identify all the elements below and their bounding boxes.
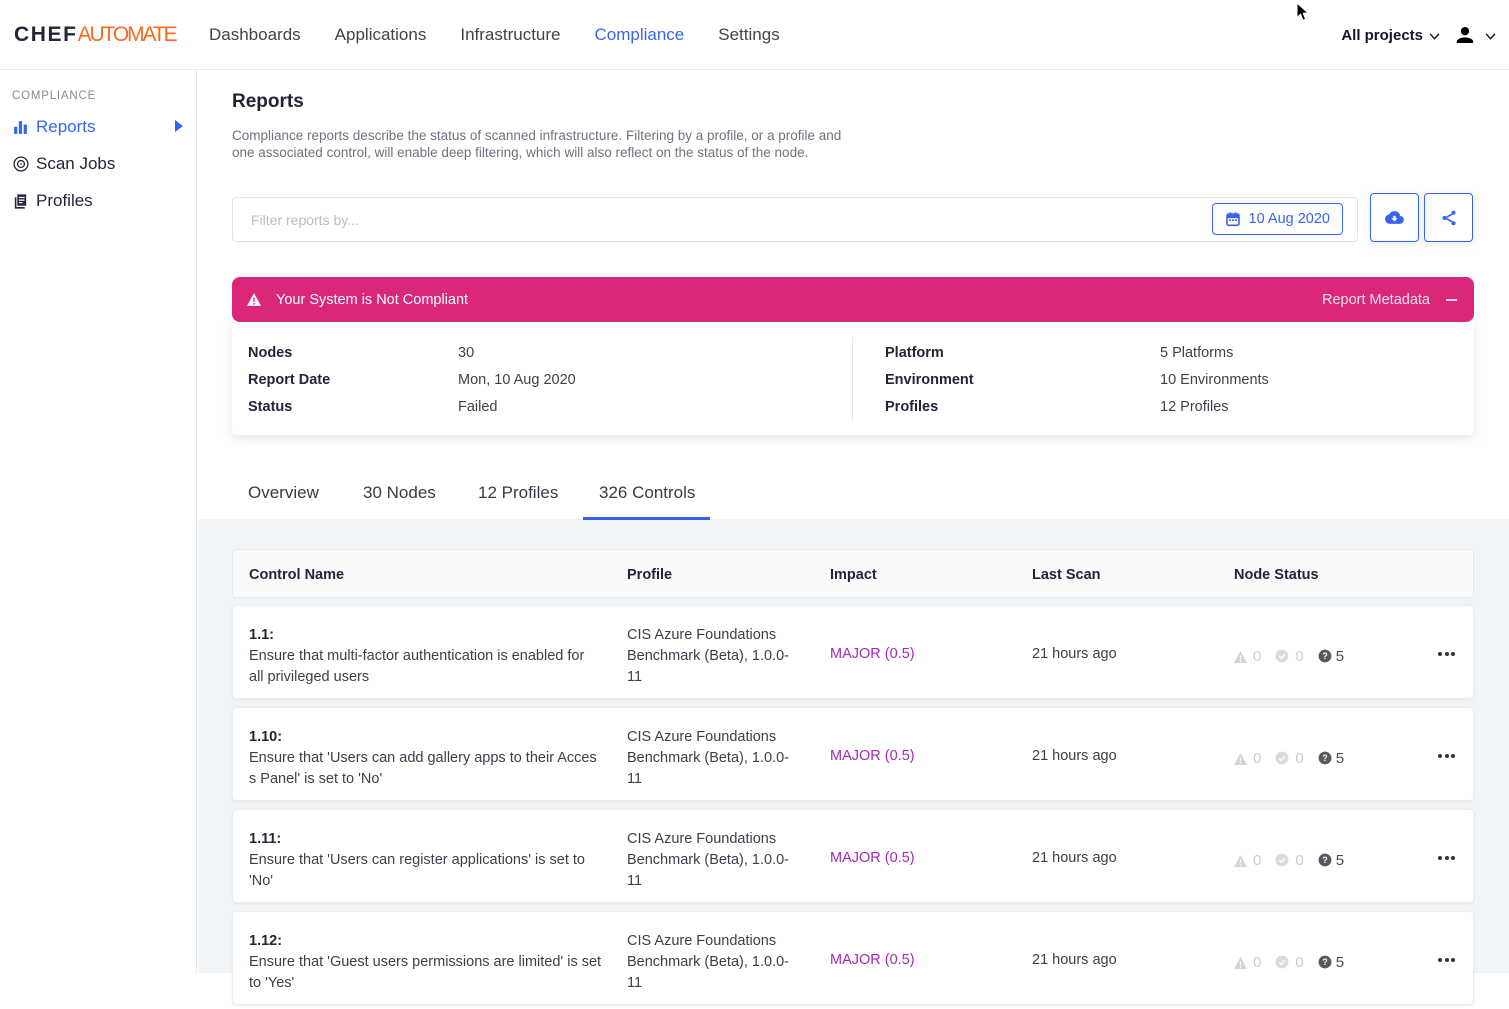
svg-text:?: ?	[1322, 957, 1327, 967]
svg-text:?: ?	[1322, 753, 1327, 763]
svg-text:?: ?	[1322, 651, 1327, 661]
svg-text:?: ?	[1322, 855, 1327, 865]
